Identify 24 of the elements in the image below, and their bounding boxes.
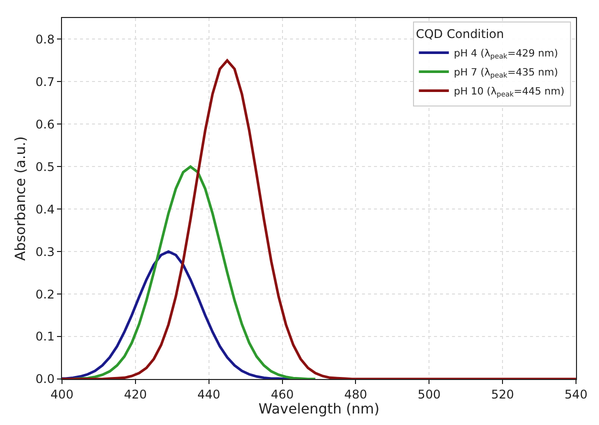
y-tick-label: 0.7 — [36, 74, 55, 89]
y-tick-label: 0.8 — [36, 32, 55, 46]
y-tick-label: 0.0 — [36, 372, 55, 386]
y-tick-label: 0.3 — [36, 244, 55, 259]
y-axis-title: Absorbance (a.u.) — [13, 136, 30, 261]
y-tick-label: 0.5 — [36, 160, 55, 174]
legend-title: CQD Condition — [416, 27, 504, 42]
x-tick-label: 400 — [50, 387, 74, 402]
x-tick-label: 540 — [564, 387, 588, 402]
legend-label: pH 4 (λ$_{peak}$=429 nm) — [454, 48, 558, 61]
x-tick-label: 520 — [491, 387, 514, 402]
x-tick-label: 460 — [270, 387, 294, 402]
legend-label: pH 10 (λ$_{peak}$=445 nm) — [454, 86, 564, 99]
y-tick-label: 0.4 — [36, 202, 55, 216]
y-tick-label: 0.1 — [36, 330, 55, 344]
x-tick-label: 440 — [197, 387, 220, 402]
x-tick-label: 480 — [344, 387, 368, 402]
x-tick-label: 500 — [418, 387, 441, 402]
x-tick-label: 420 — [124, 387, 147, 402]
line-series — [62, 59, 576, 379]
y-tick-label: 0.6 — [36, 117, 55, 132]
y-tick-label: 0.2 — [36, 287, 55, 302]
legend-label: pH 7 (λ$_{peak}$=435 nm) — [454, 68, 558, 80]
x-axis-title: Wavelength (nm) — [258, 401, 380, 418]
